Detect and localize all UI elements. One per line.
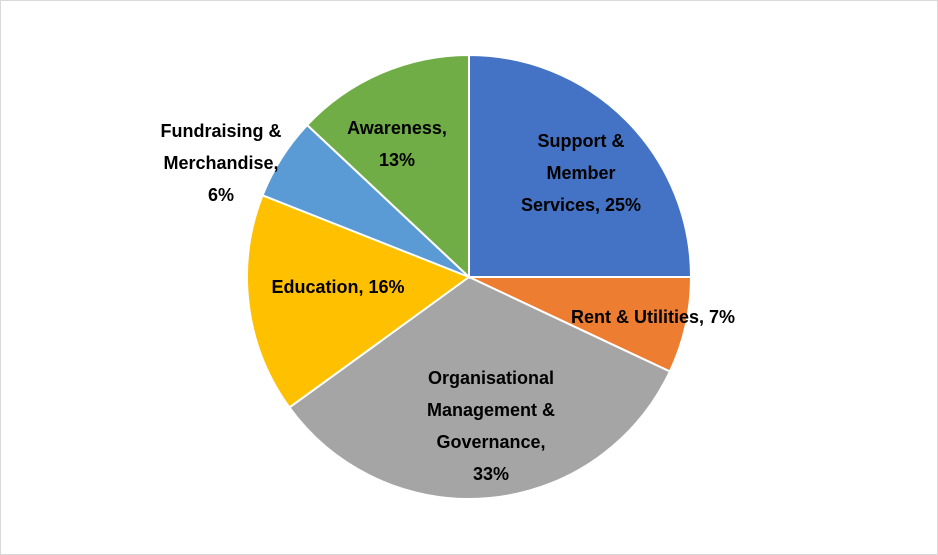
- data-label: Support & Member Services, 25%: [520, 131, 642, 215]
- data-label-box: Support & Member Services, 25%: [520, 131, 642, 215]
- data-label: Awareness, 13%: [347, 118, 447, 170]
- data-label-box: Awareness, 13%: [347, 118, 447, 170]
- data-label-box: Fundraising & Merchandise, 6%: [160, 121, 282, 205]
- data-label-box: Rent & Utilities, 7%: [570, 307, 736, 327]
- pie-slice: [288, 275, 672, 500]
- data-label: Education, 16%: [271, 277, 405, 297]
- pie-slice: [305, 53, 470, 280]
- data-label: Rent & Utilities, 7%: [570, 307, 736, 327]
- data-label-box: Education, 16%: [271, 277, 405, 297]
- pie-slice: [468, 53, 693, 278]
- data-label: Organisational Management & Governance, …: [426, 368, 556, 484]
- data-label-box: Organisational Management & Governance, …: [426, 368, 556, 484]
- data-label: Fundraising & Merchandise, 6%: [160, 121, 282, 205]
- pie-slice: [246, 193, 472, 409]
